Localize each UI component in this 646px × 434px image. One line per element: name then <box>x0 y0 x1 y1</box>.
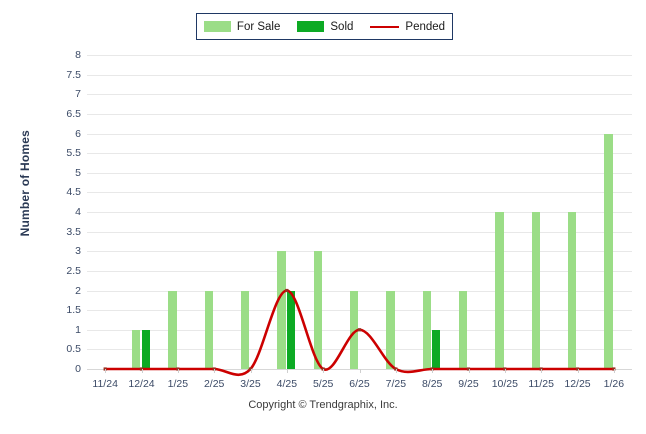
bar-for-sale-12-24[interactable] <box>132 329 141 369</box>
footer-copyright: Copyright © Trendgraphix, Inc. <box>248 399 398 411</box>
x-axis-tick-mark <box>395 369 397 373</box>
x-axis-tick-label: 2/25 <box>203 378 225 390</box>
legend-label-for-sale: For Sale <box>236 20 281 33</box>
y-axis-tick-label: 0.5 <box>66 343 81 356</box>
x-axis-tick-label: 12/24 <box>128 378 155 390</box>
x-axis-tick-mark <box>468 369 470 373</box>
x-axis-tick-label: 7/25 <box>385 378 407 390</box>
x-axis-tick-label: 1/25 <box>167 378 189 390</box>
bar-for-sale-9-25[interactable] <box>459 290 468 369</box>
x-axis-tick-mark <box>177 369 179 373</box>
gridline: 4.5 <box>66 186 632 198</box>
gridline: 6.5 <box>66 108 632 120</box>
bar-for-sale-1-26[interactable] <box>604 133 613 369</box>
y-axis-tick-label: 3 <box>75 245 81 258</box>
bar-for-sale-2-25[interactable] <box>204 290 213 369</box>
x-axis-tick-mark <box>541 369 543 373</box>
legend-label-sold: Sold <box>330 20 354 33</box>
legend-label-pended: Pended <box>405 20 446 33</box>
chart-legend: For Sale Sold Pended <box>196 13 453 40</box>
x-axis-tick-mark <box>432 369 434 373</box>
x-axis-tick-label: 4/25 <box>276 378 298 390</box>
gridline: 5 <box>75 167 632 179</box>
bar-for-sale-7-25[interactable] <box>386 290 395 369</box>
plot-area: 0 0.5 1 1.5 2 2.5 3 3.5 4 4.5 5 5.5 6 6.5 7 7.5 8 11/24 1… <box>66 49 632 390</box>
x-axis-tick-label: 9/25 <box>458 378 479 390</box>
x-axis-tick-label: 3/25 <box>240 378 261 390</box>
x-axis-tick-mark <box>359 369 361 373</box>
x-axis-tick-mark <box>323 369 325 373</box>
y-axis-title: Number of Homes <box>18 130 32 237</box>
gridline: 3.5 <box>66 226 632 238</box>
bar-for-sale-12-25[interactable] <box>568 212 577 369</box>
legend-item-pended[interactable]: Pended <box>370 21 445 33</box>
y-axis-tick-label: 6 <box>75 127 81 140</box>
y-axis-tick-label: 7.5 <box>66 68 81 81</box>
x-axis-tick-label: 11/25 <box>528 378 554 390</box>
bar-sold-12-24[interactable] <box>141 329 150 369</box>
gridline: 2.5 <box>66 265 632 277</box>
x-axis-tick-label: 12/25 <box>564 378 591 390</box>
bar-sold-8-25[interactable] <box>432 329 441 369</box>
x-axis-tick-label: 6/25 <box>349 378 370 390</box>
gridline: 7 <box>75 88 632 100</box>
y-axis-tick-label: 5 <box>75 166 81 179</box>
x-axis-tick-mark <box>250 369 252 373</box>
legend-swatch-sold <box>297 21 325 32</box>
gridline: 5.5 <box>66 147 632 159</box>
y-axis-tick-label: 1.5 <box>66 304 81 317</box>
gridline: 3 <box>75 245 632 257</box>
x-axis-tick-mark <box>214 369 216 373</box>
bar-for-sale-6-25[interactable] <box>350 290 359 369</box>
bar-for-sale-11-25[interactable] <box>531 212 540 369</box>
y-axis-tick-label: 3.5 <box>66 225 81 238</box>
legend-line-pended <box>370 25 400 28</box>
x-axis-tick-label: 5/25 <box>312 378 334 390</box>
x-axis-tick-mark <box>141 369 143 373</box>
bar-for-sale-1-25[interactable] <box>168 290 177 369</box>
bar-for-sale-8-25[interactable] <box>422 290 431 369</box>
x-axis-tick-mark <box>577 369 579 373</box>
x-axis-tick-label: 11/24 <box>92 378 118 390</box>
y-axis-tick-label: 7 <box>75 88 81 101</box>
bar-for-sale-4-25[interactable] <box>277 251 286 369</box>
x-axis-tick-mark <box>613 369 615 373</box>
gridline: 4 <box>75 206 632 218</box>
y-axis-tick-label: 2 <box>75 284 81 297</box>
bar-for-sale-5-25[interactable] <box>313 251 322 369</box>
x-axis-tick-mark <box>286 369 288 373</box>
bar-for-sale-10-25[interactable] <box>495 212 504 369</box>
y-axis-tick-label: 0 <box>75 363 81 375</box>
y-axis-tick-label: 8 <box>75 49 81 61</box>
bar-sold-4-25[interactable] <box>286 290 296 369</box>
legend-item-for-sale[interactable]: For Sale <box>203 20 281 33</box>
legend-swatch-for-sale <box>203 21 231 32</box>
y-axis-tick-label: 5.5 <box>66 147 81 160</box>
x-axis-tick-mark <box>105 369 107 373</box>
bar-for-sale-3-25[interactable] <box>241 290 250 369</box>
y-axis-tick-label: 4.5 <box>66 186 81 199</box>
x-axis-tick-label: 10/25 <box>491 378 518 390</box>
y-axis-tick-label: 6.5 <box>66 107 81 120</box>
y-axis-tick-label: 1 <box>75 323 81 336</box>
gridline: 7.5 <box>66 69 632 81</box>
legend-item-sold[interactable]: Sold <box>297 21 353 33</box>
y-axis-tick-label: 4 <box>75 206 81 218</box>
x-axis-tick-label: 1/26 <box>603 378 625 390</box>
gridline: 6 <box>75 128 632 140</box>
y-axis-tick-label: 2.5 <box>66 264 81 277</box>
gridline: 8 <box>75 49 632 61</box>
x-axis-tick-label: 8/25 <box>421 378 443 390</box>
x-axis-tick-mark <box>504 369 506 373</box>
